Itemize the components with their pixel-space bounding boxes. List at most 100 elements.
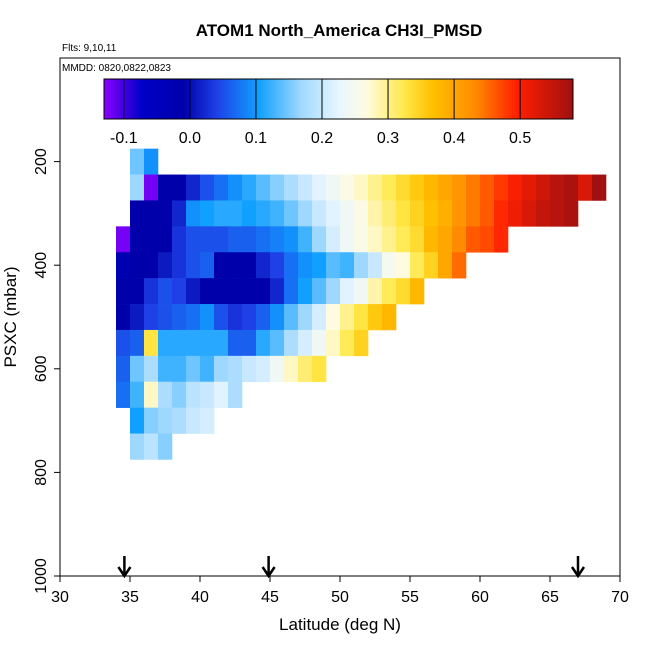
- x-tick-label: 30: [51, 589, 69, 606]
- heatmap-cell: [368, 200, 383, 227]
- colorbar-tick-label: 0.2: [311, 130, 333, 147]
- heatmap-cell: [242, 200, 257, 227]
- heatmap-cell: [200, 355, 215, 383]
- heatmap-cell: [410, 226, 425, 253]
- heatmap-cell: [228, 304, 243, 331]
- heatmap-cell: [228, 252, 243, 279]
- heatmap-cell: [494, 174, 509, 201]
- colorbar-tick-label: 0.1: [245, 130, 267, 147]
- heatmap-cell: [522, 174, 537, 201]
- heatmap-cell: [354, 200, 369, 227]
- x-tick-label: 45: [261, 589, 279, 606]
- heatmap-cell: [424, 252, 439, 279]
- heatmap-cell: [186, 407, 201, 434]
- heatmap-cell: [382, 252, 397, 279]
- heatmap-cell: [158, 329, 173, 357]
- marker-arrow-head: [117, 566, 132, 579]
- heatmap-cell: [144, 278, 159, 305]
- heatmap-cell: [494, 226, 509, 253]
- heatmap-cell: [172, 355, 187, 383]
- heatmap-cell: [200, 200, 215, 227]
- heatmap-cell: [116, 226, 131, 253]
- heatmap-cell: [172, 226, 187, 253]
- heatmap-cell: [172, 278, 187, 305]
- heatmap-cell: [438, 252, 453, 279]
- heatmap-cell: [396, 226, 411, 253]
- heatmap-cell: [536, 174, 551, 201]
- heatmap-cell: [368, 304, 383, 331]
- heatmap-cell: [326, 278, 341, 305]
- heatmap-cell: [158, 381, 173, 408]
- heatmap-cell: [256, 252, 271, 279]
- heatmap-cell: [424, 174, 439, 201]
- heatmap-cell: [186, 252, 201, 279]
- heatmap-cell: [144, 304, 159, 331]
- heatmap-cell: [340, 252, 355, 279]
- heatmap-cell: [396, 174, 411, 201]
- heatmap-cell: [270, 174, 285, 201]
- heatmap-cell: [312, 329, 327, 357]
- heatmap-cell: [382, 304, 397, 331]
- heatmap-cell: [298, 252, 313, 279]
- heatmap-cell: [186, 329, 201, 357]
- heatmap-cell: [130, 407, 145, 434]
- heatmap-cell: [424, 226, 439, 253]
- heatmap-cell: [256, 200, 271, 227]
- heatmap-cell: [284, 252, 299, 279]
- heatmap-cell: [326, 304, 341, 331]
- heatmap-cell: [200, 329, 215, 357]
- heatmap-cell: [340, 174, 355, 201]
- y-tick-label: 200: [33, 148, 50, 175]
- heatmap-cell: [172, 329, 187, 357]
- x-tick-label: 70: [611, 589, 629, 606]
- heatmap-cell: [270, 200, 285, 227]
- heatmap-cell: [494, 200, 509, 227]
- heatmap-cell: [438, 200, 453, 227]
- heatmap-cell: [284, 226, 299, 253]
- heatmap-cell: [368, 174, 383, 201]
- heatmap-cell: [228, 381, 243, 408]
- heatmap-cell: [270, 329, 285, 357]
- heatmap-cell: [354, 329, 369, 357]
- heatmap-cell: [312, 304, 327, 331]
- heatmap-cell: [158, 407, 173, 434]
- colorbar-ticks: -0.1 0.0 0.1 0.2 0.3 0.4 0.5: [110, 79, 531, 147]
- heatmap-cell: [144, 226, 159, 253]
- heatmap-cell: [564, 200, 579, 227]
- heatmap-cell: [312, 200, 327, 227]
- heatmap-cell: [214, 252, 229, 279]
- heatmap-cell: [270, 278, 285, 305]
- heatmap-cell: [298, 329, 313, 357]
- heatmap-cell: [508, 174, 523, 201]
- heatmap-cell: [130, 226, 145, 253]
- dates-label: MMDD: 0820,0822,0823: [62, 63, 171, 74]
- heatmap-cell: [242, 174, 257, 201]
- heatmap-cell: [228, 200, 243, 227]
- heatmap-cell: [158, 355, 173, 383]
- heatmap-cell: [452, 226, 467, 253]
- heatmap-cell: [228, 278, 243, 305]
- heatmap-cell: [354, 252, 369, 279]
- heatmap-cell: [214, 304, 229, 331]
- heatmap-cell: [130, 355, 145, 383]
- heatmap-cell: [172, 381, 187, 408]
- heatmap-cell: [200, 278, 215, 305]
- heatmap-cell: [116, 355, 131, 383]
- heatmap-cell: [270, 226, 285, 253]
- x-tick-label: 50: [331, 589, 349, 606]
- heatmap-cell: [200, 304, 215, 331]
- heatmap-cell: [200, 381, 215, 408]
- y-axis-label: PSXC (mbar): [1, 266, 20, 367]
- heatmap-cell: [200, 407, 215, 434]
- x-tick-label: 40: [191, 589, 209, 606]
- heatmap-cell: [256, 304, 271, 331]
- heatmap-cell: [438, 226, 453, 253]
- heatmap-cell: [354, 278, 369, 305]
- heatmap-cell: [158, 200, 173, 227]
- heatmap-cell: [214, 381, 229, 408]
- heatmap-cell: [144, 381, 159, 408]
- heatmap-cell: [172, 304, 187, 331]
- heatmap-cell: [256, 329, 271, 357]
- heatmap-cell: [368, 226, 383, 253]
